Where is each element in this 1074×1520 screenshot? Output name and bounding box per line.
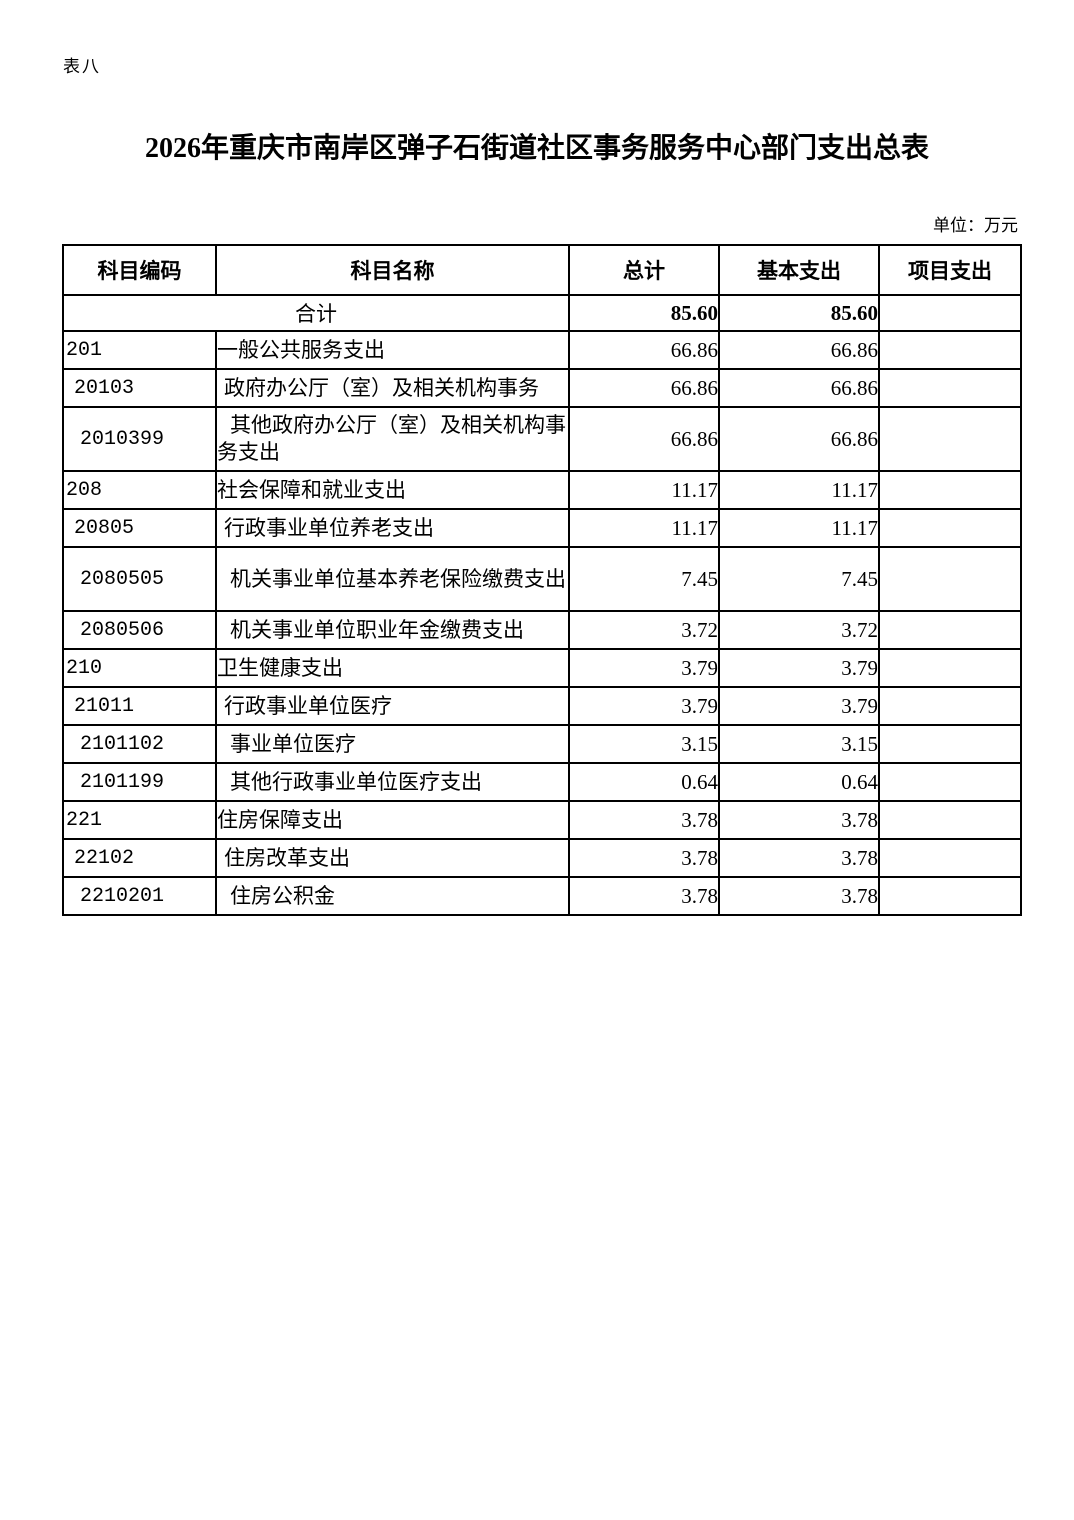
basic-value-cell: 3.79 (718, 648, 880, 688)
project-value-cell (878, 876, 1022, 916)
basic-value-cell: 3.78 (718, 800, 880, 840)
table-row: 2080506 机关事业单位职业年金缴费支出 3.72 3.72 (62, 610, 1022, 650)
table-row: 21011 行政事业单位医疗 3.79 3.79 (62, 686, 1022, 726)
basic-value-cell: 66.86 (718, 368, 880, 408)
table-header-row: 科目编码 科目名称 总计 基本支出 项目支出 (62, 244, 1022, 296)
col-header-project: 项目支出 (878, 244, 1022, 296)
table-row: 20103 政府办公厅（室）及相关机构事务 66.86 66.86 (62, 368, 1022, 408)
project-value-cell (878, 546, 1022, 612)
total-value-cell: 3.78 (568, 800, 720, 840)
project-value-cell (878, 838, 1022, 878)
code-cell: 2210201 (62, 876, 217, 916)
total-value-cell: 7.45 (568, 546, 720, 612)
col-header-basic: 基本支出 (718, 244, 880, 296)
name-cell: 政府办公厅（室）及相关机构事务 (215, 368, 570, 408)
basic-value-cell: 11.17 (718, 470, 880, 510)
project-value-cell (878, 330, 1022, 370)
basic-value-cell: 0.64 (718, 762, 880, 802)
total-value-cell: 66.86 (568, 368, 720, 408)
name-cell: 其他政府办公厅（室）及相关机构事务支出 (215, 406, 570, 472)
table-row: 208 社会保障和就业支出 11.17 11.17 (62, 470, 1022, 510)
project-value-cell (878, 368, 1022, 408)
name-cell: 住房保障支出 (215, 800, 570, 840)
table-row: 221 住房保障支出 3.78 3.78 (62, 800, 1022, 840)
page-title: 2026年重庆市南岸区弹子石街道社区事务服务中心部门支出总表 (144, 133, 929, 164)
basic-value-cell: 3.78 (718, 838, 880, 878)
code-cell: 2101102 (62, 724, 217, 764)
grand-total-total-value: 85.60 (568, 294, 720, 332)
name-cell: 社会保障和就业支出 (215, 470, 570, 510)
project-value-cell (878, 800, 1022, 840)
code-cell: 2010399 (62, 406, 217, 472)
project-value-cell (878, 470, 1022, 510)
col-header-total: 总计 (568, 244, 720, 296)
code-cell: 2101199 (62, 762, 217, 802)
code-cell: 22102 (62, 838, 217, 878)
table-row: 201 一般公共服务支出 66.86 66.86 (62, 330, 1022, 370)
total-value-cell: 3.79 (568, 686, 720, 726)
name-cell: 住房公积金 (215, 876, 570, 916)
col-header-name: 科目名称 (215, 244, 570, 296)
table-row: 2101199 其他行政事业单位医疗支出 0.64 0.64 (62, 762, 1022, 802)
table-number-tag: 表八 (63, 57, 101, 76)
table-row: 2210201 住房公积金 3.78 3.78 (62, 876, 1022, 916)
code-cell: 20805 (62, 508, 217, 548)
total-value-cell: 3.78 (568, 838, 720, 878)
table-row: 210 卫生健康支出 3.79 3.79 (62, 648, 1022, 688)
unit-note: 单位：万元 (933, 216, 1018, 235)
expenditure-summary-table: 科目编码 科目名称 总计 基本支出 项目支出 合计 85.60 85.60 20… (62, 244, 1022, 916)
code-cell: 210 (62, 648, 217, 688)
name-cell: 行政事业单位医疗 (215, 686, 570, 726)
code-cell: 20103 (62, 368, 217, 408)
code-cell: 201 (62, 330, 217, 370)
grand-total-basic-value: 85.60 (718, 294, 880, 332)
name-cell: 机关事业单位职业年金缴费支出 (215, 610, 570, 650)
basic-value-cell: 11.17 (718, 508, 880, 548)
project-value-cell (878, 406, 1022, 472)
total-value-cell: 3.79 (568, 648, 720, 688)
basic-value-cell: 7.45 (718, 546, 880, 612)
total-value-cell: 66.86 (568, 330, 720, 370)
project-value-cell (878, 686, 1022, 726)
table-row: 20805 行政事业单位养老支出 11.17 11.17 (62, 508, 1022, 548)
total-value-cell: 11.17 (568, 470, 720, 510)
code-cell: 221 (62, 800, 217, 840)
project-value-cell (878, 508, 1022, 548)
code-cell: 2080505 (62, 546, 217, 612)
name-cell: 卫生健康支出 (215, 648, 570, 688)
total-value-cell: 3.78 (568, 876, 720, 916)
grand-total-row: 合计 85.60 85.60 (62, 294, 1022, 332)
project-value-cell (878, 610, 1022, 650)
total-value-cell: 3.15 (568, 724, 720, 764)
grand-total-label: 合计 (62, 294, 570, 332)
basic-value-cell: 3.15 (718, 724, 880, 764)
name-cell: 住房改革支出 (215, 838, 570, 878)
name-cell: 机关事业单位基本养老保险缴费支出 (215, 546, 570, 612)
basic-value-cell: 3.78 (718, 876, 880, 916)
name-cell: 其他行政事业单位医疗支出 (215, 762, 570, 802)
code-cell: 2080506 (62, 610, 217, 650)
name-cell: 事业单位医疗 (215, 724, 570, 764)
table-row: 2010399 其他政府办公厅（室）及相关机构事务支出 66.86 66.86 (62, 406, 1022, 472)
project-value-cell (878, 724, 1022, 764)
table-row: 22102 住房改革支出 3.78 3.78 (62, 838, 1022, 878)
project-value-cell (878, 762, 1022, 802)
basic-value-cell: 3.72 (718, 610, 880, 650)
col-header-code: 科目编码 (62, 244, 217, 296)
basic-value-cell: 66.86 (718, 330, 880, 370)
total-value-cell: 66.86 (568, 406, 720, 472)
code-cell: 21011 (62, 686, 217, 726)
project-value-cell (878, 648, 1022, 688)
basic-value-cell: 3.79 (718, 686, 880, 726)
basic-value-cell: 66.86 (718, 406, 880, 472)
grand-total-project-value (878, 294, 1022, 332)
code-cell: 208 (62, 470, 217, 510)
total-value-cell: 11.17 (568, 508, 720, 548)
table-row: 2080505 机关事业单位基本养老保险缴费支出 7.45 7.45 (62, 546, 1022, 612)
total-value-cell: 0.64 (568, 762, 720, 802)
table-row: 2101102 事业单位医疗 3.15 3.15 (62, 724, 1022, 764)
name-cell: 行政事业单位养老支出 (215, 508, 570, 548)
total-value-cell: 3.72 (568, 610, 720, 650)
name-cell: 一般公共服务支出 (215, 330, 570, 370)
